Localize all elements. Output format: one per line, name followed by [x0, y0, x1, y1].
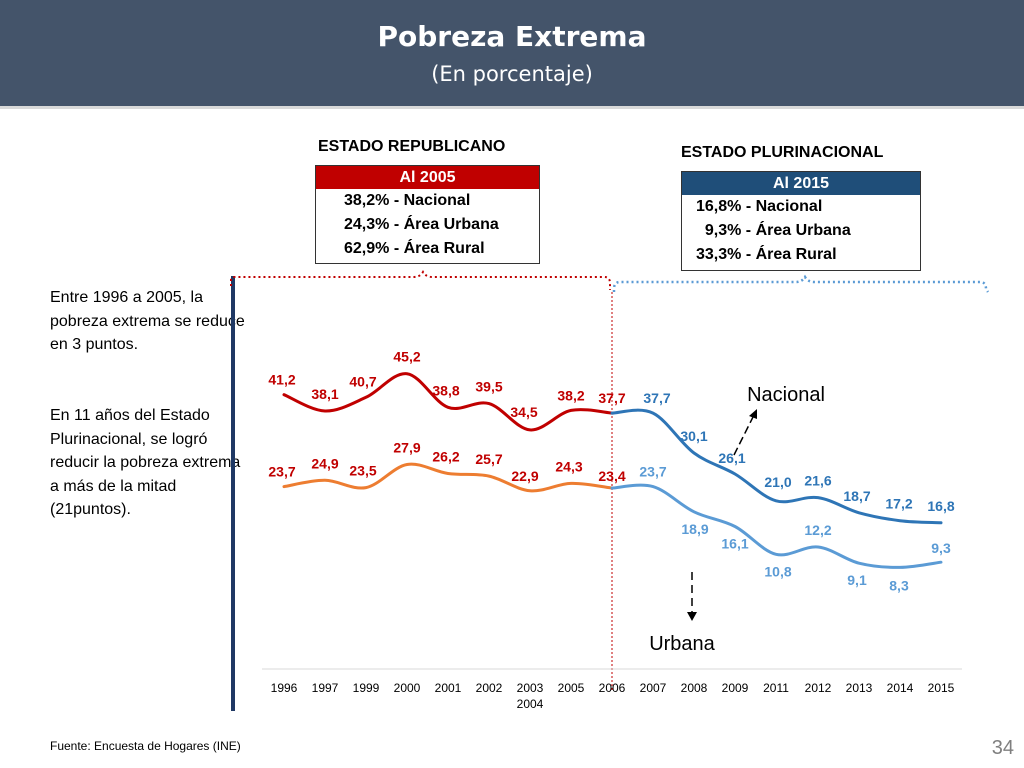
plurinacional-brace — [612, 274, 990, 293]
x-tick-label: 2003 — [517, 681, 544, 695]
slide-title: Pobreza Extrema — [377, 20, 647, 53]
data-label-urbana: 9,1 — [847, 572, 867, 588]
data-label-urbana: 27,9 — [393, 440, 420, 456]
republicano-line: 62,9% - Área Rural — [344, 240, 485, 257]
data-label-urbana: 23,7 — [268, 464, 295, 480]
slide-subtitle: (En porcentaje) — [431, 62, 593, 86]
x-tick-label: 2007 — [640, 681, 667, 695]
data-label-nacional: 37,7 — [598, 390, 625, 406]
data-label-nacional: 16,8 — [927, 498, 954, 514]
republicano-line: 24,3% - Área Urbana — [344, 216, 499, 233]
x-tick-label: 1999 — [353, 681, 380, 695]
source-note: Fuente: Encuesta de Hogares (INE) — [50, 739, 241, 753]
x-tick-label: 2011 — [763, 681, 789, 695]
republicano-box: Al 2005 38,2% - Nacional 24,3% - Área Ur… — [315, 165, 540, 264]
slide-header: Pobreza Extrema (En porcentaje) — [0, 0, 1024, 109]
republicano-brace — [230, 270, 611, 290]
x-tick-label: 2002 — [476, 681, 503, 695]
plurinacional-title: ESTADO PLURINACIONAL — [681, 144, 884, 161]
annotation-arrowhead-nacional — [749, 409, 757, 419]
data-label-urbana: 8,3 — [889, 577, 909, 593]
data-label-nacional: 39,5 — [475, 379, 502, 395]
note-plurinacional: En 11 años del Estado Plurinacional, se … — [50, 407, 241, 518]
x-tick-label: 2004 — [517, 697, 544, 711]
x-tick-label: 2006 — [599, 681, 626, 695]
data-label-urbana: 12,2 — [804, 522, 831, 538]
data-label-urbana: 24,3 — [555, 458, 582, 474]
plurinacional-line: 33,3% - Área Rural — [696, 246, 837, 263]
plurinacional-line: 16,8% - Nacional — [696, 198, 823, 215]
x-tick-label: 2001 — [435, 681, 462, 695]
plurinacional-line: 9,3% - Área Urbana — [696, 222, 851, 239]
x-tick-label: 2012 — [805, 681, 832, 695]
data-label-nacional: 37,7 — [643, 390, 670, 406]
series-line-nacional-republicano — [282, 372, 614, 432]
annotation-nacional: Nacional — [747, 384, 825, 406]
data-label-nacional: 21,0 — [764, 474, 791, 490]
x-tick-label: 2009 — [722, 681, 749, 695]
plurinacional-box-header: Al 2015 — [682, 172, 920, 195]
x-tick-label: 2005 — [558, 681, 585, 695]
data-label-urbana: 24,9 — [311, 455, 338, 471]
data-label-urbana: 23,4 — [598, 468, 625, 484]
data-label-urbana: 25,7 — [475, 451, 502, 467]
x-tick-label: 2014 — [887, 681, 914, 695]
data-label-urbana: 23,5 — [349, 463, 376, 479]
data-label-nacional: 41,2 — [268, 372, 295, 388]
note-republicano: Entre 1996 a 2005, la pobreza extrema se… — [50, 289, 245, 353]
annotation-arrowhead-urbana — [687, 612, 697, 621]
timeline-bar — [231, 276, 235, 711]
x-tick-label: 1996 — [271, 681, 298, 695]
annotation-arrow-nacional — [733, 414, 755, 456]
series-line-urbana-republicano — [282, 462, 614, 493]
data-label-nacional: 26,1 — [718, 450, 745, 466]
x-tick-label: 2000 — [394, 681, 421, 695]
data-label-nacional: 40,7 — [349, 373, 376, 389]
republicano-line: 38,2% - Nacional — [344, 192, 471, 209]
data-label-nacional: 38,1 — [311, 386, 338, 402]
data-label-urbana: 18,9 — [681, 521, 708, 537]
annotation-urbana: Urbana — [649, 633, 715, 655]
republicano-title: ESTADO REPUBLICANO — [318, 138, 506, 155]
series-line-urbana-plurinacional — [610, 483, 943, 569]
data-label-urbana: 23,7 — [639, 464, 666, 480]
page-number: 34 — [991, 737, 1014, 759]
data-label-urbana: 16,1 — [721, 536, 748, 552]
series-line-nacional-plurinacional — [610, 408, 943, 525]
data-label-nacional: 45,2 — [393, 349, 420, 365]
data-label-urbana: 26,2 — [432, 449, 459, 465]
data-label-nacional: 34,5 — [510, 404, 537, 420]
x-tick-label: 2008 — [681, 681, 708, 695]
plurinacional-box: Al 2015 16,8% - Nacional 9,3% - Área Urb… — [681, 171, 921, 271]
data-label-nacional: 30,1 — [680, 428, 707, 444]
x-tick-label: 1997 — [312, 681, 339, 695]
data-label-urbana: 10,8 — [764, 563, 791, 579]
x-tick-label: 2013 — [846, 681, 873, 695]
data-label-nacional: 17,2 — [885, 496, 912, 512]
data-label-nacional: 21,6 — [804, 473, 831, 489]
x-tick-label: 2015 — [928, 681, 955, 695]
republicano-box-header: Al 2005 — [316, 166, 539, 189]
data-label-urbana: 22,9 — [511, 468, 538, 484]
data-label-urbana: 9,3 — [931, 540, 951, 556]
data-label-nacional: 18,7 — [843, 488, 870, 504]
data-label-nacional: 38,2 — [557, 387, 584, 403]
data-label-nacional: 38,8 — [432, 382, 459, 398]
